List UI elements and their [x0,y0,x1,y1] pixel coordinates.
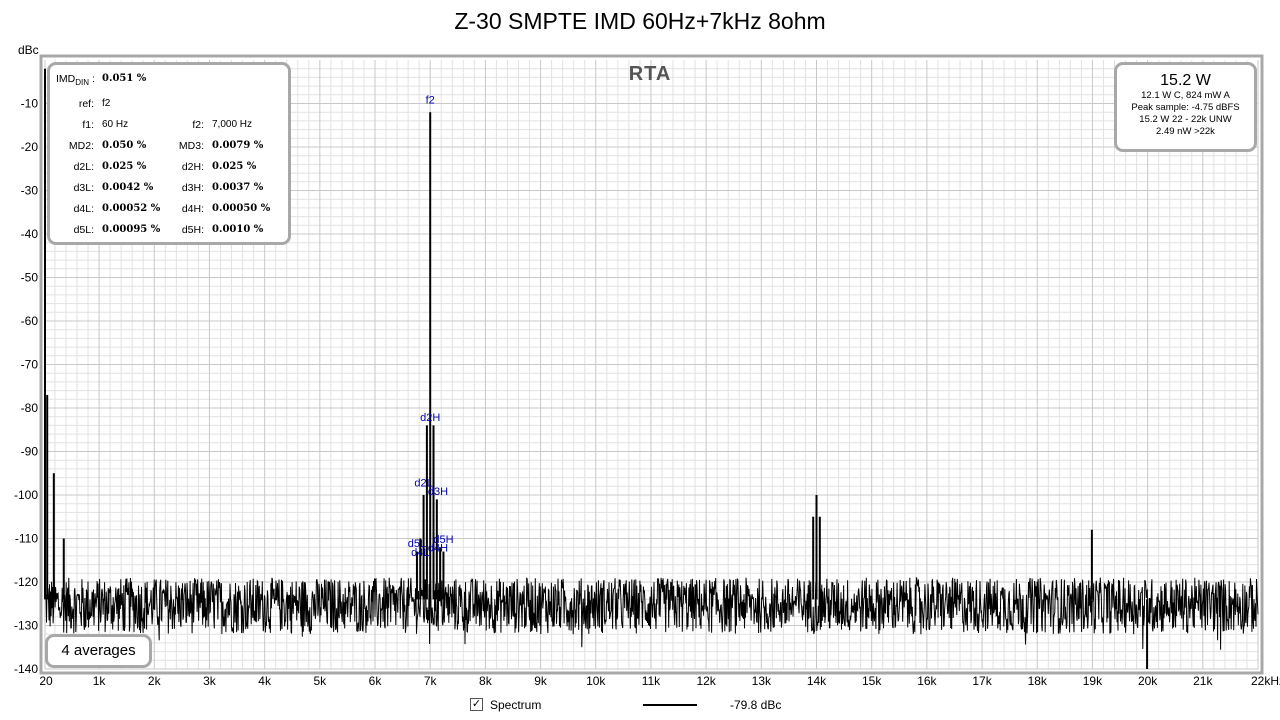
x-tick-label: 10k [586,674,606,688]
imd-results-panel[interactable]: IMDDIN : 0.051 % ref: f2 f1: 60 Hz f2: 7… [47,62,291,245]
x-tick-label: 21k [1193,674,1213,688]
legend-series-name: Spectrum [490,698,542,712]
imd-din-label: IMDDIN : [56,73,95,88]
y-tick-label: -50 [21,271,39,285]
imd-row-right-value: 0.00050 % [212,203,271,214]
imd-din-row: IMDDIN : 0.051 % [50,73,280,87]
x-tick-label: 20k [1138,674,1158,688]
imd-row-left-value: 0.00052 % [102,203,161,214]
peak-annotation: f2 [426,95,435,107]
imd-row-left-label: d4L: [73,203,94,215]
x-tick-label: 16k [917,674,937,688]
x-tick-label: 17k [972,674,992,688]
imd-row-right-value: 0.0037 % [212,182,264,193]
x-tick-label: 2k [148,674,162,688]
frequency-row: f1: 60 Hz f2: 7,000 Hz [50,119,280,133]
ref-value: f2 [102,98,111,109]
f2-label: f2: [192,119,204,131]
y-tick-label: -90 [21,445,39,459]
y-tick-label: -80 [21,401,39,415]
plot-frame [39,54,1264,675]
f1-label: f1: [82,119,94,131]
y-tick-label: -40 [21,227,39,241]
x-tick-label: 20 [39,674,53,688]
power-detail-1: 12.1 W C, 824 mW A [1141,90,1230,101]
x-tick-label: 11k [642,674,661,688]
x-tick-label: 13k [752,674,772,688]
f1-value: 60 Hz [102,119,129,130]
y-tick-label: -70 [21,358,39,372]
imd-row: d3L: 0.0042 % d3H: 0.0037 % [50,182,280,196]
x-tick-label: 9k [534,674,548,688]
x-tick-label: 15k [862,674,882,688]
power-value: 15.2 W [1160,72,1211,89]
y-tick-label: -10 [21,97,39,111]
x-tick-label: 14k [807,674,827,688]
chart-title: Z-30 SMPTE IMD 60Hz+7kHz 8ohm [454,8,826,34]
y-tick-label: -140 [14,662,38,676]
imd-row-right-label: d4H: [181,203,204,215]
peak-annotation: d2L [414,477,432,489]
power-detail-3: 15.2 W 22 - 22k UNW [1139,114,1232,125]
imd-row: d5L: 0.00095 % d5H: 0.0010 % [50,224,280,238]
ref-label: ref: [78,98,94,110]
imd-row-left-label: d3L: [73,182,94,194]
imd-row-right-label: d2H: [181,161,204,173]
x-tick-label: 6k [369,674,383,688]
imd-row-left-label: d5L: [73,224,94,236]
x-tick-label: 18k [1028,674,1048,688]
power-detail-2: Peak sample: -4.75 dBFS [1131,102,1240,113]
imd-row: d2L: 0.025 % d2H: 0.025 % [50,161,280,175]
imd-row: MD2: 0.050 % MD3: 0.0079 % [50,140,280,154]
imd-row: d4L: 0.00052 % d4H: 0.00050 % [50,203,280,217]
peak-annotation: d4H [428,543,448,555]
spectrum-checkbox[interactable]: ✓ [470,698,483,711]
x-tick-label: 5k [313,674,327,688]
imd-row-right-label: d3H: [181,182,204,194]
imd-row-left-label: d2L: [73,161,94,173]
imd-row-left-value: 0.00095 % [102,224,161,235]
imd-row-left-value: 0.050 % [102,140,147,151]
x-tick-label: 8k [479,674,493,688]
f2-value: 7,000 Hz [212,119,253,130]
power-detail-4: 2.49 nW >22k [1156,126,1215,137]
y-tick-label: -20 [21,140,39,154]
imd-row-left-label: MD2: [68,140,94,152]
imd-din-value: 0.051 % [102,73,147,84]
y-tick-label: -30 [21,184,39,198]
peak-annotation: d5H [433,534,453,546]
x-tick-label: 22kHz [1251,674,1280,688]
peak-annotation: d4L [411,547,429,559]
imd-row-right-label: d5H: [181,224,204,236]
peak-annotation: d2H [420,412,440,424]
imd-row-right-value: 0.025 % [212,161,257,172]
x-tick-label: 1k [93,674,107,688]
y-tick-label: -130 [14,619,38,633]
averages-badge: 4 averages [45,634,152,668]
spectrum-noise-trace [44,576,1259,650]
y-tick-label: -120 [14,575,38,589]
x-tick-label: 4k [258,674,272,688]
imd-row-right-label: MD3: [178,140,204,152]
peak-annotation: d5L [408,538,426,550]
legend-series-value: -79.8 dBc [730,698,782,712]
x-tick-label: 12k [696,674,716,688]
imd-row-right-value: 0.0010 % [212,224,264,235]
legend-line-swatch [643,704,697,706]
x-tick-label: 19k [1083,674,1103,688]
ref-row: ref: f2 [50,98,280,112]
y-axis-unit-label: dBc [18,43,39,57]
y-tick-label: -100 [14,488,38,502]
rta-label: RTA [628,63,672,85]
y-tick-label: -110 [15,532,38,546]
peak-annotation: d3H [428,486,448,498]
x-tick-label: 3k [203,674,217,688]
power-panel[interactable]: 15.2 W 12.1 W C, 824 mW A Peak sample: -… [1114,62,1257,152]
legend: ✓ Spectrum -79.8 dBc [0,697,1280,715]
imd-row-right-value: 0.0079 % [212,140,264,151]
x-tick-label: 7k [424,674,438,688]
imd-row-left-value: 0.025 % [102,161,147,172]
imd-row-left-value: 0.0042 % [102,182,154,193]
y-tick-label: -60 [21,314,39,328]
